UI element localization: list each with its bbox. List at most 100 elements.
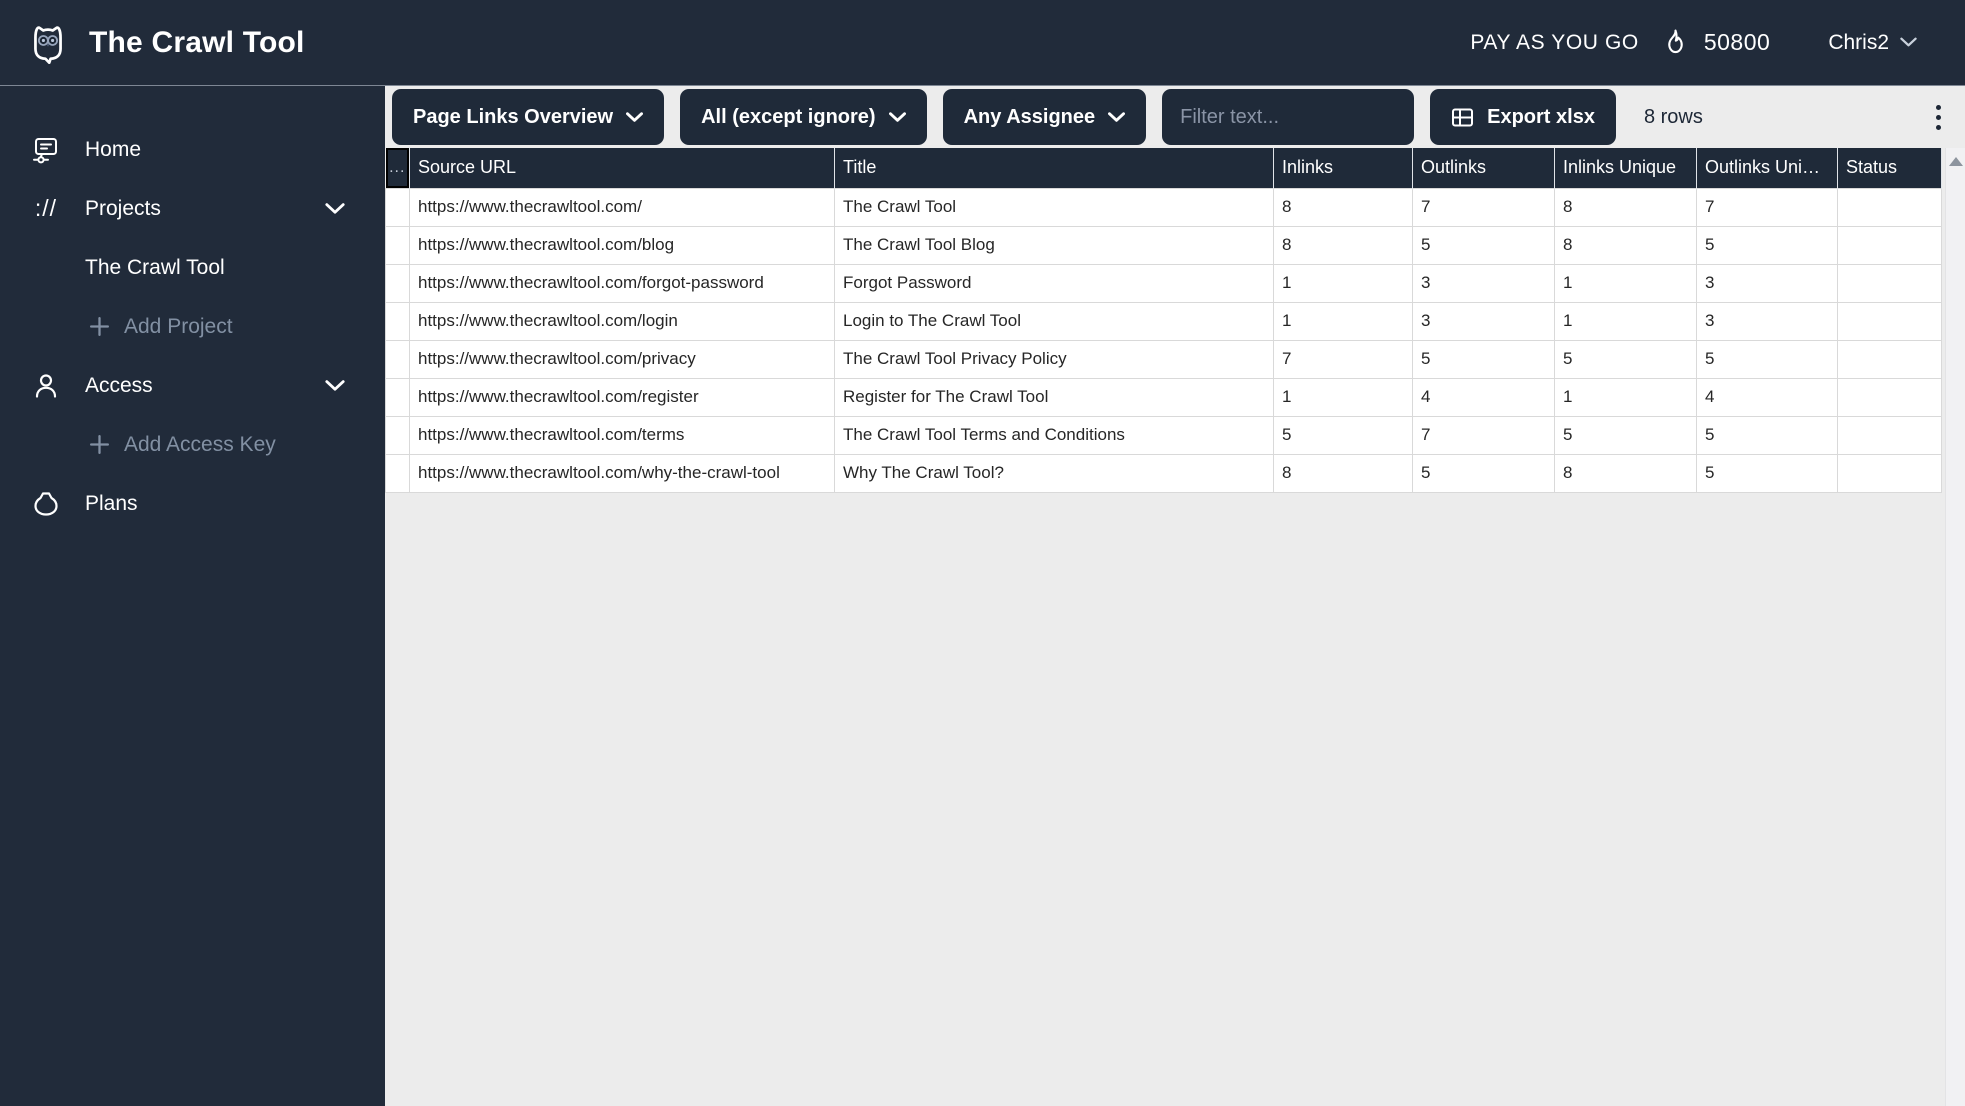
cell-source-url[interactable]: https://www.thecrawltool.com/ — [409, 187, 835, 227]
cell-title[interactable]: The Crawl Tool Privacy Policy — [834, 339, 1274, 379]
row-select-cell[interactable] — [385, 225, 410, 265]
cell-outlinks-unique[interactable]: 5 — [1696, 453, 1838, 493]
cell-outlinks[interactable]: 5 — [1412, 339, 1555, 379]
cell-inlinks[interactable]: 5 — [1273, 415, 1413, 455]
person-icon — [30, 371, 62, 401]
cell-outlinks[interactable]: 5 — [1412, 453, 1555, 493]
cell-inlinks-unique[interactable]: 8 — [1554, 187, 1697, 227]
sidebar-item-access[interactable]: Access — [0, 356, 385, 415]
cell-status[interactable] — [1837, 339, 1942, 379]
cell-inlinks-unique[interactable]: 8 — [1554, 453, 1697, 493]
page-links-table: ... Source URL Title Inlinks Outlinks In… — [385, 148, 1942, 493]
sidebar-item-label: The Crawl Tool — [85, 255, 225, 279]
row-select-cell[interactable] — [385, 415, 410, 455]
sidebar-item-plans[interactable]: Plans — [0, 474, 385, 533]
cell-status[interactable] — [1837, 187, 1942, 227]
column-header-inlinks-unique[interactable]: Inlinks Unique — [1554, 148, 1697, 188]
more-options-kebab-menu[interactable] — [1932, 99, 1945, 136]
scroll-up-arrow-icon[interactable] — [1948, 157, 1963, 166]
cell-outlinks-unique[interactable]: 5 — [1696, 225, 1838, 265]
cell-outlinks-unique[interactable]: 4 — [1696, 377, 1838, 417]
view-selector-dropdown[interactable]: Page Links Overview — [392, 89, 665, 145]
user-menu[interactable]: Chris2 — [1828, 31, 1917, 55]
export-xlsx-button[interactable]: Export xlsx — [1430, 89, 1616, 145]
cell-outlinks[interactable]: 7 — [1412, 415, 1555, 455]
cell-inlinks[interactable]: 1 — [1273, 301, 1413, 341]
cell-outlinks-unique[interactable]: 3 — [1696, 301, 1838, 341]
column-header-source-url[interactable]: Source URL — [409, 148, 835, 188]
cell-inlinks-unique[interactable]: 5 — [1554, 415, 1697, 455]
cell-outlinks-unique[interactable]: 7 — [1696, 187, 1838, 227]
chevron-down-icon — [325, 202, 345, 215]
table-row: https://www.thecrawltool.com/blog The Cr… — [385, 225, 1942, 265]
cell-outlinks[interactable]: 3 — [1412, 301, 1555, 341]
cell-inlinks-unique[interactable]: 1 — [1554, 377, 1697, 417]
vertical-scrollbar[interactable] — [1945, 148, 1965, 1106]
column-header-outlinks[interactable]: Outlinks — [1412, 148, 1555, 188]
filter-text-input[interactable] — [1162, 89, 1415, 145]
money-bag-icon — [30, 489, 62, 519]
column-header-row-menu[interactable]: ... — [385, 148, 410, 188]
cell-title[interactable]: The Crawl Tool Terms and Conditions — [834, 415, 1274, 455]
cell-inlinks[interactable]: 8 — [1273, 187, 1413, 227]
cell-source-url[interactable]: https://www.thecrawltool.com/register — [409, 377, 835, 417]
cell-status[interactable] — [1837, 301, 1942, 341]
cell-status[interactable] — [1837, 377, 1942, 417]
cell-status[interactable] — [1837, 225, 1942, 265]
column-header-outlinks-unique[interactable]: Outlinks Uni… — [1696, 148, 1838, 188]
cell-inlinks[interactable]: 7 — [1273, 339, 1413, 379]
cell-source-url[interactable]: https://www.thecrawltool.com/forgot-pass… — [409, 263, 835, 303]
toolbar: Page Links Overview All (except ignore) … — [385, 86, 1965, 148]
cell-title[interactable]: Why The Crawl Tool? — [834, 453, 1274, 493]
cell-source-url[interactable]: https://www.thecrawltool.com/login — [409, 301, 835, 341]
cell-outlinks[interactable]: 7 — [1412, 187, 1555, 227]
row-select-cell[interactable] — [385, 339, 410, 379]
cell-outlinks-unique[interactable]: 5 — [1696, 339, 1838, 379]
cell-inlinks-unique[interactable]: 1 — [1554, 263, 1697, 303]
cell-source-url[interactable]: https://www.thecrawltool.com/privacy — [409, 339, 835, 379]
column-header-inlinks[interactable]: Inlinks — [1273, 148, 1413, 188]
cell-inlinks[interactable]: 8 — [1273, 453, 1413, 493]
row-select-cell[interactable] — [385, 187, 410, 227]
cell-status[interactable] — [1837, 415, 1942, 455]
cell-inlinks-unique[interactable]: 8 — [1554, 225, 1697, 265]
cell-inlinks[interactable]: 1 — [1273, 263, 1413, 303]
sidebar-item-projects[interactable]: :// Projects — [0, 179, 385, 238]
sidebar-item-add-access-key[interactable]: Add Access Key — [0, 415, 385, 474]
table-header-row: ... Source URL Title Inlinks Outlinks In… — [385, 148, 1942, 188]
column-header-title[interactable]: Title — [834, 148, 1274, 188]
row-select-cell[interactable] — [385, 377, 410, 417]
cell-title[interactable]: Register for The Crawl Tool — [834, 377, 1274, 417]
cell-title[interactable]: Forgot Password — [834, 263, 1274, 303]
chevron-down-icon — [1108, 111, 1126, 122]
row-select-cell[interactable] — [385, 301, 410, 341]
assignee-selector-dropdown[interactable]: Any Assignee — [942, 89, 1147, 145]
sidebar-item-home[interactable]: Home — [0, 120, 385, 179]
cell-outlinks-unique[interactable]: 5 — [1696, 415, 1838, 455]
cell-source-url[interactable]: https://www.thecrawltool.com/blog — [409, 225, 835, 265]
row-select-cell[interactable] — [385, 263, 410, 303]
cell-inlinks[interactable]: 8 — [1273, 225, 1413, 265]
cell-outlinks[interactable]: 3 — [1412, 263, 1555, 303]
cell-inlinks-unique[interactable]: 1 — [1554, 301, 1697, 341]
scope-selector-dropdown[interactable]: All (except ignore) — [680, 89, 927, 145]
table-grid-icon — [1452, 108, 1474, 126]
cell-outlinks[interactable]: 4 — [1412, 377, 1555, 417]
cell-title[interactable]: The Crawl Tool Blog — [834, 225, 1274, 265]
cell-inlinks-unique[interactable]: 5 — [1554, 339, 1697, 379]
cell-status[interactable] — [1837, 263, 1942, 303]
cell-status[interactable] — [1837, 453, 1942, 493]
sidebar-item-add-project[interactable]: Add Project — [0, 297, 385, 356]
row-select-cell[interactable] — [385, 453, 410, 493]
cell-outlinks-unique[interactable]: 3 — [1696, 263, 1838, 303]
cell-title[interactable]: The Crawl Tool — [834, 187, 1274, 227]
cell-outlinks[interactable]: 5 — [1412, 225, 1555, 265]
cell-source-url[interactable]: https://www.thecrawltool.com/terms — [409, 415, 835, 455]
cell-inlinks[interactable]: 1 — [1273, 377, 1413, 417]
sidebar-item-the-crawl-tool[interactable]: The Crawl Tool — [0, 238, 385, 297]
brand: The Crawl Tool — [25, 20, 305, 66]
column-header-status[interactable]: Status — [1837, 148, 1942, 188]
cell-title[interactable]: Login to The Crawl Tool — [834, 301, 1274, 341]
cell-source-url[interactable]: https://www.thecrawltool.com/why-the-cra… — [409, 453, 835, 493]
assignee-selector-label: Any Assignee — [963, 105, 1096, 128]
